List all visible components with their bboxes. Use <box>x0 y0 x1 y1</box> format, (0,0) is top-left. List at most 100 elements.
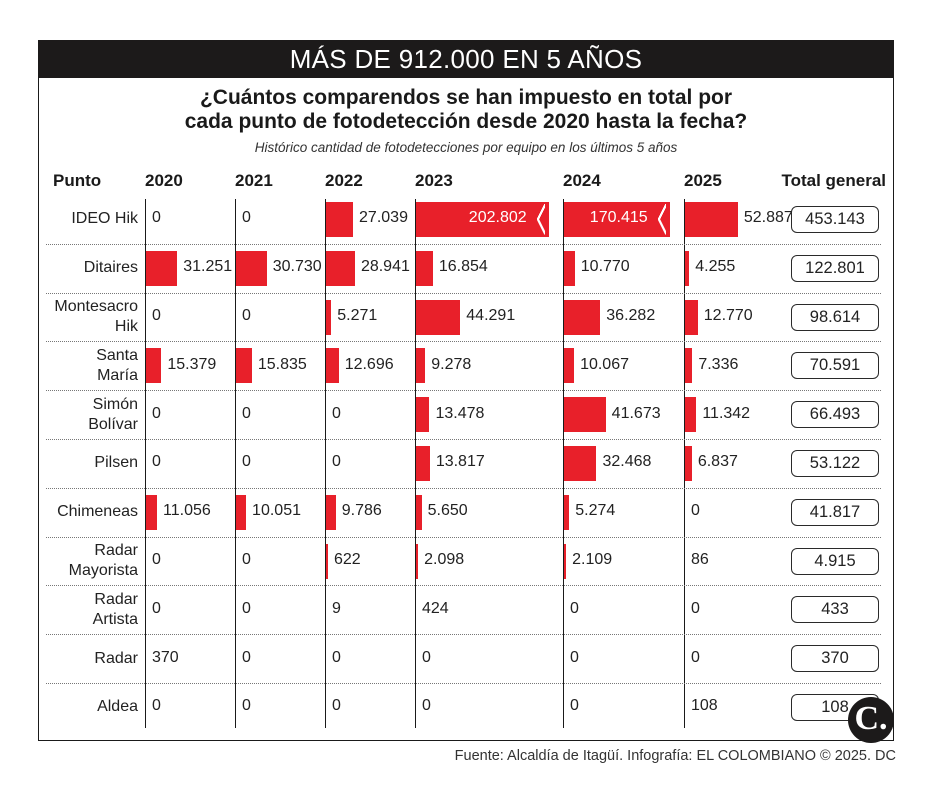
row-label-line: Artista <box>92 610 138 628</box>
chart-subtitle: Histórico cantidad de fotodetecciones po… <box>254 140 678 155</box>
bar <box>326 348 339 384</box>
bar-value-label: 28.941 <box>360 258 410 276</box>
bar-value-label: 15.379 <box>167 355 217 373</box>
bar <box>564 397 606 433</box>
bar-value-label: 41.673 <box>611 404 661 422</box>
bar-value-label: 2.109 <box>572 551 613 568</box>
chart-title: ¿Cuántos comparendos se han impuesto en … <box>38 86 894 134</box>
bar-value-label: 0 <box>422 648 431 666</box>
header-year-2020: 2020 <box>145 171 183 190</box>
header-year-2022: 2022 <box>325 171 363 190</box>
bar-value-label: 7.336 <box>698 355 739 373</box>
bar-value-label: 13.817 <box>435 453 485 471</box>
row-label-line: María <box>97 366 138 384</box>
bar-value-label: 0 <box>242 551 251 568</box>
bar-value-label: 32.468 <box>602 453 652 471</box>
total-value: 41.817 <box>791 498 879 526</box>
bar <box>416 445 430 481</box>
bar-value-label: 0 <box>152 697 161 715</box>
row-label: Pilsen <box>46 439 138 488</box>
row-label: IDEO Hik <box>46 195 138 244</box>
bar-value-label: 5.274 <box>575 502 616 520</box>
bar <box>685 201 738 237</box>
bar <box>685 348 693 384</box>
bar-value-label: 0 <box>691 648 700 666</box>
row-separator <box>46 292 881 294</box>
bar-value-label: 6.837 <box>697 453 738 471</box>
bar-value-label: 15.835 <box>257 355 307 373</box>
row-separator <box>46 390 881 392</box>
row-label: Radar <box>46 634 138 683</box>
bar-value-label: 9 <box>332 599 341 617</box>
bar <box>416 397 430 433</box>
bar-value-label: 5.650 <box>427 502 468 520</box>
bar-value-label: 0 <box>242 209 251 227</box>
row-label-line: Montesacro <box>54 297 138 315</box>
bar-value-label: 86 <box>691 551 709 568</box>
total-value: 98.614 <box>791 303 879 331</box>
bar-value-label: 0 <box>152 404 161 422</box>
bar <box>685 445 692 481</box>
bar <box>685 299 698 335</box>
bar-value-label: 12.696 <box>344 355 394 373</box>
row-label-line: Chimeneas <box>57 503 138 521</box>
row-separator <box>46 243 881 245</box>
row-separator <box>46 634 881 636</box>
total-value: 53.122 <box>791 449 879 477</box>
row-label-line: Pilsen <box>94 454 138 472</box>
bar-value-label: 0 <box>152 307 161 324</box>
bar-value-label: 36.282 <box>606 307 656 324</box>
bar <box>236 494 247 530</box>
bar-value-label: 30.730 <box>272 258 322 276</box>
row-separator <box>46 341 881 343</box>
bar-value-label: 370 <box>152 648 179 666</box>
row-label-line: Radar <box>94 541 138 559</box>
total-value: 433 <box>791 596 879 624</box>
banner-title: MÁS DE 912.000 EN 5 AÑOS <box>38 40 894 78</box>
row-label: Radar Mayorista <box>46 537 138 586</box>
row-label-line: Hik <box>114 317 138 335</box>
row-label-line: Radar <box>94 590 138 608</box>
bar-value-label: 0 <box>570 697 579 715</box>
bar <box>564 348 575 384</box>
row-label: Ditaires <box>46 244 138 293</box>
bar <box>564 543 567 579</box>
header-punto: Punto <box>53 171 102 190</box>
axis-line-2023 <box>415 199 416 728</box>
total-value: 453.143 <box>791 205 879 233</box>
bar-value-label: 0 <box>332 648 341 666</box>
total-value: 66.493 <box>791 401 879 429</box>
bar-value-label: 10.770 <box>580 258 630 276</box>
axis-line-2025 <box>684 199 685 728</box>
bar-value-label: 0 <box>242 453 251 471</box>
bar-value-label: 0 <box>152 551 161 568</box>
bar-value-label: 0 <box>152 599 161 617</box>
bar <box>564 299 601 335</box>
source-credit: Fuente: Alcaldía de Itagüí. Infografía: … <box>454 748 896 764</box>
bar-value-label: 44.291 <box>466 307 516 324</box>
bar <box>416 348 426 384</box>
bar <box>564 250 575 286</box>
bar <box>416 543 419 579</box>
bar <box>416 299 461 335</box>
row-label-line: Ditaires <box>83 259 138 277</box>
bar <box>326 299 332 335</box>
header-year-2023: 2023 <box>415 171 453 190</box>
title-line-2: cada punto de fotodetección desde 2020 h… <box>184 110 748 133</box>
row-label: Santa María <box>46 341 138 390</box>
bar-value-label: 11.342 <box>702 404 751 422</box>
bar-value-label: 0 <box>422 697 431 715</box>
bar-value-label: 202.802 <box>468 209 527 227</box>
bar-value-label: 0 <box>570 648 579 666</box>
total-value: 370 <box>791 645 879 673</box>
header-year-2021: 2021 <box>235 171 273 190</box>
bar <box>416 494 422 530</box>
bar <box>685 397 697 433</box>
bar-value-label: 0 <box>691 599 700 617</box>
bar <box>564 201 670 237</box>
row-label: Montesacro Hik <box>46 293 138 342</box>
bar-value-label: 424 <box>422 599 449 617</box>
bar <box>236 348 252 384</box>
bar-value-label: 0 <box>332 404 341 422</box>
row-label-line: Bolívar <box>88 415 138 433</box>
